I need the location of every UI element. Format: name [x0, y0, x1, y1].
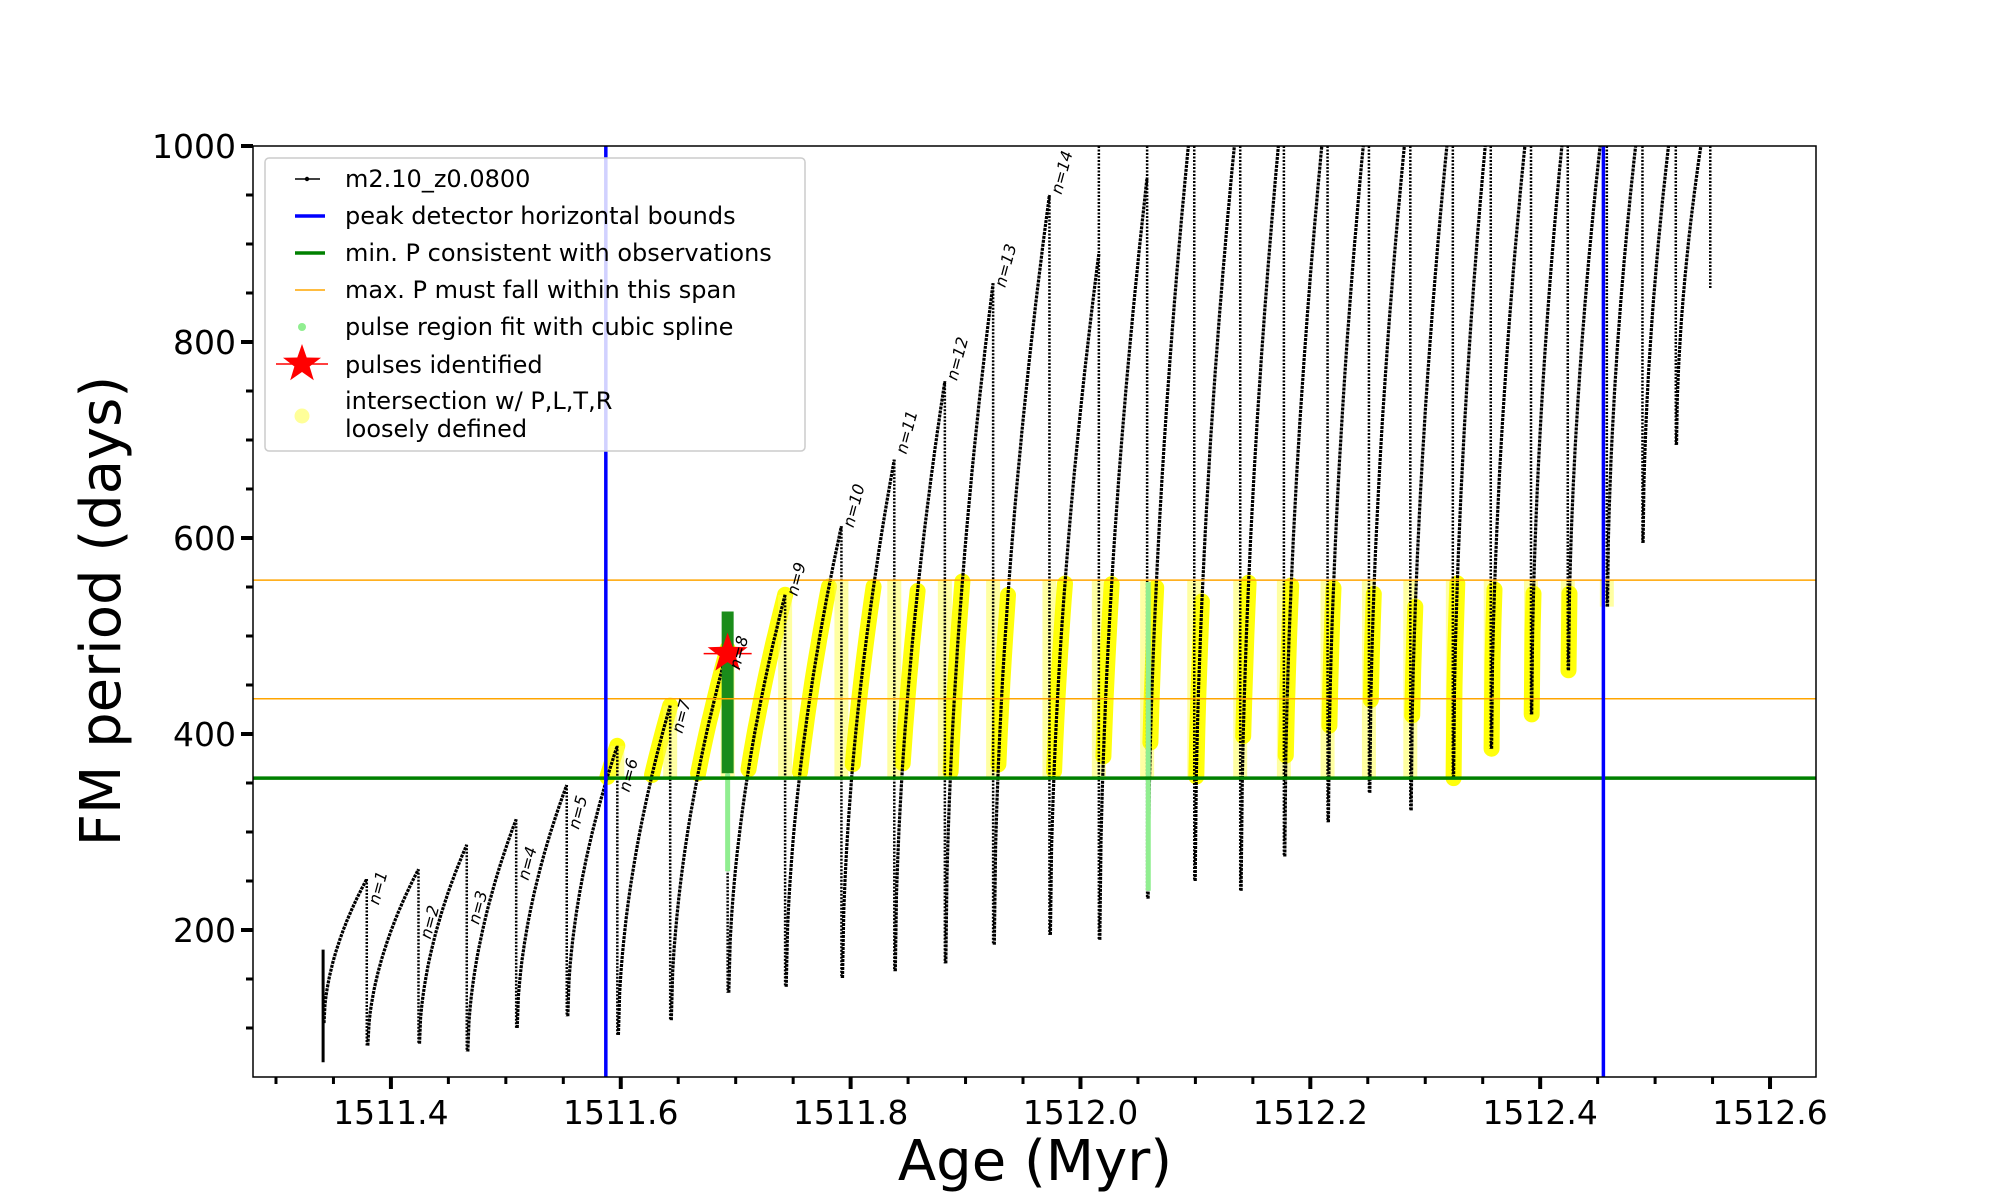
x-tick-label-3: 1512.0	[1023, 1093, 1138, 1132]
track-branch-26	[1530, 146, 1564, 715]
track-branch-21	[1326, 146, 1365, 823]
track-branch-8	[669, 648, 730, 1021]
track-branch-9	[727, 594, 787, 993]
track-branch-7	[616, 705, 672, 1035]
pulse-star	[707, 632, 748, 671]
x-tick-label-1: 1511.6	[563, 1093, 678, 1132]
legend-label-bounds: peak detector horizontal bounds	[345, 202, 736, 230]
track-branch-16	[1098, 177, 1149, 940]
track-branch-12	[893, 380, 947, 972]
axes: 1511.4 1511.6 1511.8 1512.0 1512.2 1512.4 1512…	[152, 127, 1828, 1132]
y-axis-title: FM period (days)	[69, 376, 134, 846]
model-track	[321, 146, 1712, 1063]
track-branch-14	[992, 194, 1051, 945]
legend-box	[264, 157, 806, 452]
legend-label-max-span: max. P must fall within this span	[345, 276, 736, 304]
track-branch-3	[417, 844, 469, 1044]
track-branch-29	[1641, 146, 1671, 543]
legend-swatch-track-marker	[304, 176, 310, 182]
track-branch-15	[1048, 253, 1101, 935]
legend-label-track: m2.10_z0.0800	[345, 165, 530, 193]
y-tick-label-0: 200	[173, 911, 236, 950]
plot-area: n=1n=2 n=3n=4n=5n=6n=7n=8n=9n=10n=11n=12n…	[253, 146, 1816, 1077]
y-tick-label-4: 1000	[152, 127, 236, 166]
legend-label-spline: pulse region fit with cubic spline	[345, 313, 733, 341]
track-branch-5	[515, 784, 569, 1029]
pulse-label-13: n=13	[991, 242, 1021, 289]
legend-label-intersection-line2: loosely defined	[345, 415, 527, 443]
track-branch-19	[1239, 146, 1280, 891]
legend-swatch-intersection	[294, 408, 310, 424]
track-branch-6	[566, 745, 619, 1017]
pulse-label-3: n=3	[464, 889, 491, 927]
pulse-label-10: n=10	[839, 482, 869, 529]
y-tick-label-3: 800	[173, 323, 236, 362]
intersection-branch-25	[1483, 581, 1503, 757]
track-branch-24	[1452, 146, 1487, 779]
legend-swatch-spline	[298, 323, 306, 331]
x-tick-label-0: 1511.4	[333, 1093, 448, 1132]
pulse-label-5: n=5	[564, 794, 591, 832]
track-branch-11	[840, 459, 896, 979]
x-tick-label-2: 1511.8	[793, 1093, 908, 1132]
x-tick-label-4: 1512.2	[1253, 1093, 1368, 1132]
x-tick-label-6: 1512.6	[1712, 1093, 1827, 1132]
plot-content: n=1n=2 n=3n=4n=5n=6n=7n=8n=9n=10n=11n=12n…	[253, 146, 1816, 1077]
pulse-label-2: n=2	[416, 903, 443, 941]
track-branch-1	[322, 878, 369, 1024]
pulse-label-14: n=14	[1047, 149, 1077, 196]
pulse-label-12: n=12	[942, 335, 972, 382]
pulse-label-11: n=11	[892, 408, 922, 455]
track-branch-22	[1368, 146, 1406, 793]
track-branch-13	[944, 282, 995, 964]
track-branch-18	[1193, 146, 1236, 882]
y-tick-label-1: 400	[173, 715, 236, 754]
track-branch-10	[784, 525, 843, 987]
x-axis-title: Age (Myr)	[898, 1129, 1172, 1194]
legend-label-pulses: pulses identified	[345, 351, 543, 379]
track-branch-17	[1146, 146, 1190, 899]
track-branch-23	[1409, 146, 1449, 811]
plot-frame	[252, 145, 1817, 1078]
pulse-label-9: n=9	[783, 560, 810, 598]
legend-label-min-period: min. P consistent with observations	[345, 239, 772, 267]
legend-label-intersection: intersection w/ P,L,T,R	[345, 387, 612, 415]
x-tick-label-5: 1512.4	[1482, 1093, 1597, 1132]
track-branch-2	[366, 868, 420, 1046]
track-branch-25	[1490, 146, 1527, 749]
legend-swatch-star	[283, 344, 321, 381]
track-branch-30	[1674, 146, 1703, 445]
track-branch-28	[1605, 146, 1638, 607]
y-tick-label-2: 600	[173, 519, 236, 558]
legend: m2.10_z0.0800 peak detector horizontal b…	[264, 157, 806, 452]
pulse-label-1: n=1	[364, 869, 391, 907]
track-branch-20	[1283, 146, 1324, 857]
track-branch-27	[1566, 146, 1602, 671]
track-branch-4	[466, 818, 518, 1052]
